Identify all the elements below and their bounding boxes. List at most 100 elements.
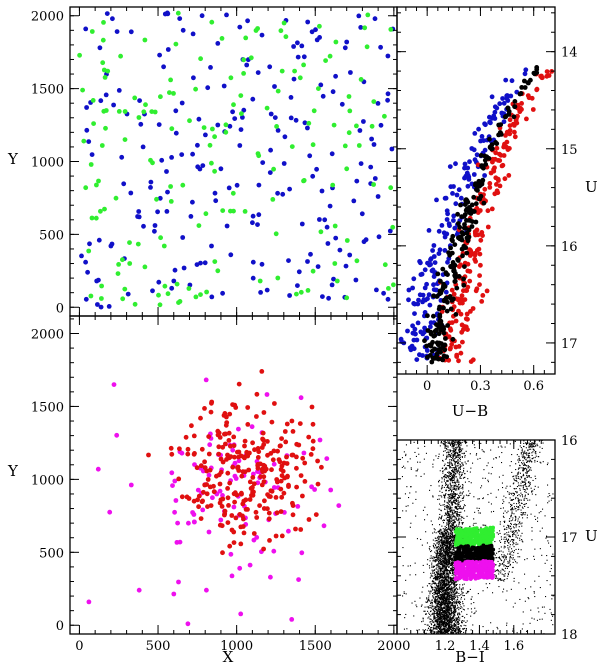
field-star <box>445 534 447 536</box>
field-star <box>405 505 407 507</box>
green-point <box>301 62 306 68</box>
field-star <box>444 606 446 608</box>
field-star <box>513 506 515 508</box>
field-star <box>462 462 464 464</box>
field-star <box>545 537 547 539</box>
field-star <box>444 525 446 527</box>
field-star <box>511 531 513 533</box>
field-star <box>456 507 458 509</box>
clip-xy-bottom-points <box>86 369 342 627</box>
field-star <box>534 461 536 463</box>
field-star <box>447 497 449 499</box>
black-point <box>442 342 448 348</box>
field-star <box>459 508 461 510</box>
field-star <box>450 478 452 480</box>
field-star <box>520 512 522 514</box>
field-star <box>508 565 510 567</box>
field-star <box>465 463 467 465</box>
field-star <box>435 619 437 621</box>
field-star <box>518 477 520 479</box>
green-point <box>273 231 279 237</box>
blue-point <box>213 198 219 204</box>
blue-point <box>114 29 120 34</box>
field-star <box>434 575 436 577</box>
field-star <box>511 471 513 473</box>
black-point <box>438 278 443 284</box>
red-point <box>253 509 259 515</box>
field-star <box>454 636 455 637</box>
blue-point <box>348 70 353 75</box>
field-star <box>453 485 455 487</box>
field-star <box>453 446 455 448</box>
field-star <box>463 471 465 473</box>
blue-point <box>501 119 507 125</box>
field-star <box>453 455 455 457</box>
red-point <box>456 264 462 269</box>
field-star <box>453 592 455 594</box>
field-star <box>529 483 531 485</box>
field-star <box>438 561 440 563</box>
field-star <box>416 470 418 472</box>
black-point <box>436 306 442 312</box>
field-star <box>534 548 536 550</box>
field-star <box>466 515 468 517</box>
black-point <box>489 146 495 152</box>
field-star <box>453 628 455 630</box>
red-point <box>204 491 210 497</box>
field-star <box>470 615 472 617</box>
blue-point <box>385 97 390 103</box>
field-star <box>450 456 452 458</box>
field-star <box>513 498 515 500</box>
field-star <box>459 458 461 460</box>
field-star <box>455 470 457 472</box>
field-star <box>451 501 453 503</box>
field-star <box>453 441 455 443</box>
green-point <box>215 268 221 274</box>
magenta-point <box>312 487 317 492</box>
green-point <box>382 113 387 119</box>
ytick-label: 1500 <box>31 83 64 98</box>
green-point <box>204 289 210 295</box>
field-star <box>409 492 411 494</box>
field-star <box>444 512 446 514</box>
field-star <box>435 576 437 578</box>
blue-point <box>432 260 438 265</box>
field-star <box>454 635 455 636</box>
field-star <box>455 472 457 474</box>
field-star <box>499 558 501 560</box>
red-point <box>216 444 222 450</box>
field-star <box>444 601 446 603</box>
blue-point <box>487 114 492 120</box>
field-star <box>516 486 518 488</box>
red-point <box>226 503 231 508</box>
field-star <box>447 462 449 464</box>
field-star <box>473 522 475 524</box>
field-star <box>452 603 454 605</box>
field-star <box>458 615 460 617</box>
field-star <box>445 555 447 557</box>
blue-point <box>209 294 215 300</box>
black-point <box>497 130 503 135</box>
field-star <box>442 635 443 636</box>
field-star <box>450 535 452 537</box>
field-star <box>459 467 461 469</box>
field-star <box>453 572 455 574</box>
field-star <box>493 510 495 512</box>
black-point <box>425 328 431 333</box>
field-star <box>465 629 467 631</box>
field-star <box>448 449 450 451</box>
field-star <box>432 582 434 584</box>
field-star <box>512 492 514 494</box>
magenta-point <box>229 573 235 579</box>
field-star <box>444 539 446 541</box>
field-star <box>512 541 514 543</box>
red-point <box>494 182 499 187</box>
magenta-point <box>230 447 236 453</box>
field-star <box>459 518 461 520</box>
field-star <box>513 532 515 534</box>
field-star <box>516 530 518 532</box>
green-point <box>98 208 103 214</box>
green-point <box>231 102 236 108</box>
red-point <box>252 447 257 453</box>
